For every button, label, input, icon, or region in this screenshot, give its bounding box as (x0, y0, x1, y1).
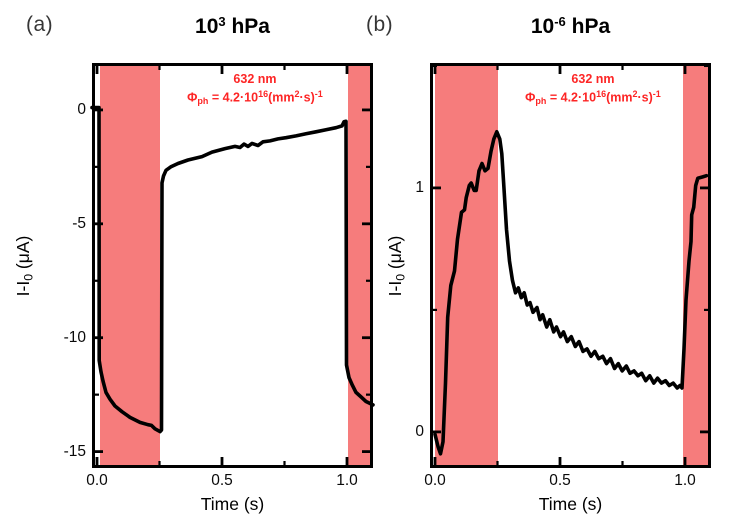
y-tick-label: -15 (63, 443, 86, 460)
panel-b-label: (b) (366, 13, 394, 36)
flux-exponent: 16 (596, 89, 607, 100)
x-tick-label: 1.0 (674, 472, 696, 489)
annotation-photon-flux: Φph = 4.2·1016(mm2·s)-1 (525, 88, 661, 108)
annotation-a: 632 nm Φph = 4.2·1016(mm2·s)-1 (187, 70, 323, 108)
phi-subscript: ph (535, 96, 547, 107)
x-tick-label: 0.0 (86, 472, 108, 489)
x-axis-label-b: Time (s) (538, 494, 603, 514)
phi-symbol: Φ (525, 90, 536, 105)
flux-unit-sq: 2 (632, 89, 638, 100)
flux-unit-s: ·s) (299, 90, 315, 105)
ylabel-main: I-I (385, 280, 405, 297)
y-tick-label: 1 (415, 179, 424, 196)
title-exponent: -6 (554, 14, 566, 29)
ylabel-unit: (μA) (385, 235, 405, 274)
response-curve (433, 130, 709, 456)
response-curve (90, 105, 375, 434)
y-tick-label: 0 (415, 423, 424, 440)
tick-marks (94, 65, 371, 466)
plot-area-a: 632 nm Φph = 4.2·1016(mm2·s)-1 0 -5 -10 -15… (64, 63, 375, 489)
light-off-band (348, 65, 373, 466)
panel-a-label: (a) (26, 13, 54, 36)
title-base: 10 (530, 15, 555, 39)
title-base: 10 (195, 15, 219, 39)
flux-unit-inv: -1 (314, 89, 323, 100)
phi-symbol: Φ (187, 90, 198, 105)
ylabel-sub: 0 (393, 273, 408, 281)
plot-border (92, 63, 373, 468)
x-axis-label-a: Time (s) (200, 494, 265, 514)
x-tick-label: 1.0 (336, 472, 358, 489)
phi-subscript: ph (197, 96, 209, 107)
x-tick-label: 0.5 (211, 472, 233, 489)
flux-unit-s: ·s) (637, 90, 653, 105)
flux-value: = 4.2·10 (208, 90, 259, 105)
title-unit: hPa (225, 15, 270, 39)
y-axis-label-b: I-I0 (μA) (385, 166, 408, 366)
y-tick-label: -10 (63, 329, 86, 346)
panel-b-title: 10-6 hPa (430, 14, 711, 39)
flux-unit: (mm (606, 90, 633, 105)
flux-exponent: 16 (258, 89, 269, 100)
title-unit: hPa (565, 15, 611, 39)
x-tick-label: 0.5 (549, 472, 571, 489)
annotation-b: 632 nm Φph = 4.2·1016(mm2·s)-1 (525, 70, 661, 108)
flux-unit-sq: 2 (294, 89, 300, 100)
flux-unit: (mm (268, 90, 295, 105)
annotation-wavelength: 632 nm (233, 72, 277, 86)
flux-value: = 4.2·10 (546, 90, 597, 105)
plot-canvas-a (90, 63, 375, 468)
y-tick-label: 0 (77, 101, 86, 118)
plot-canvas-b (430, 63, 711, 468)
annotation-photon-flux: Φph = 4.2·1016(mm2·s)-1 (187, 88, 323, 108)
x-tick-label: 0.0 (424, 472, 446, 489)
panel-a-title: 103 hPa (92, 14, 373, 39)
plot-border (430, 63, 711, 468)
annotation-wavelength: 632 nm (571, 72, 615, 86)
tick-marks (432, 64, 709, 466)
flux-unit-inv: -1 (652, 89, 661, 100)
plot-area-b: 632 nm Φph = 4.2·1016(mm2·s)-1 0 1 0.0 0.5 1… (415, 63, 711, 489)
title-exponent: 3 (218, 14, 226, 29)
y-tick-label: -5 (72, 215, 86, 232)
